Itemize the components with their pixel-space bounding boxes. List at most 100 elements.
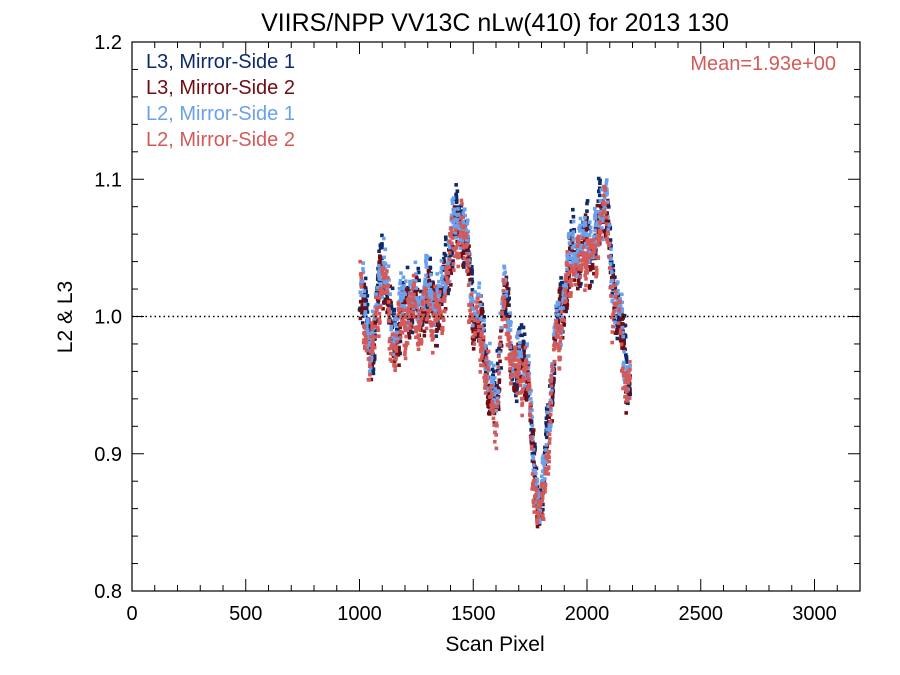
data-point xyxy=(403,279,408,283)
data-point xyxy=(396,302,401,307)
data-point xyxy=(592,271,596,276)
data-point xyxy=(469,315,473,320)
data-point xyxy=(424,300,429,304)
data-point xyxy=(544,443,549,447)
data-point xyxy=(417,278,421,283)
data-point xyxy=(544,455,548,459)
data-point xyxy=(467,266,472,270)
data-point xyxy=(426,294,431,299)
data-point xyxy=(578,274,582,279)
data-point xyxy=(620,307,624,311)
data-point xyxy=(377,296,382,300)
data-point xyxy=(419,295,424,300)
data-point xyxy=(481,335,486,340)
data-point xyxy=(452,268,456,272)
data-point xyxy=(583,265,588,270)
data-point xyxy=(549,373,554,378)
data-point xyxy=(405,265,410,270)
data-point xyxy=(431,282,436,286)
data-point xyxy=(547,437,552,441)
data-point xyxy=(589,238,594,242)
data-point xyxy=(580,262,585,267)
data-point xyxy=(465,269,469,273)
data-point xyxy=(546,404,551,409)
data-point xyxy=(370,348,375,352)
data-point xyxy=(569,219,574,224)
data-point xyxy=(527,387,532,391)
data-point xyxy=(590,245,595,249)
data-point xyxy=(592,266,596,270)
data-point xyxy=(364,327,369,332)
chart-title: VIIRS/NPP VV13C nLw(410) for 2013 130 xyxy=(261,9,729,37)
data-point xyxy=(573,269,578,274)
data-point xyxy=(573,256,577,260)
data-point xyxy=(529,444,534,449)
data-point xyxy=(621,334,626,339)
data-point xyxy=(566,276,571,280)
data-point xyxy=(504,284,509,289)
data-point xyxy=(530,472,535,476)
data-point xyxy=(578,258,583,263)
data-point xyxy=(560,335,565,340)
data-point xyxy=(394,330,399,335)
data-point xyxy=(505,342,510,347)
data-point xyxy=(378,320,382,325)
data-point xyxy=(558,294,563,299)
data-point xyxy=(427,279,431,284)
data-point xyxy=(374,295,379,300)
data-point xyxy=(428,307,433,312)
data-point xyxy=(443,285,448,289)
data-point xyxy=(518,326,522,330)
data-point xyxy=(513,365,518,369)
data-point xyxy=(565,306,569,310)
y-tick-label: 1.1 xyxy=(94,169,122,191)
data-point xyxy=(596,233,601,238)
data-point xyxy=(416,333,420,337)
data-point xyxy=(372,357,377,361)
data-point xyxy=(364,335,368,340)
data-point xyxy=(395,353,400,357)
data-point xyxy=(502,266,507,270)
data-point xyxy=(618,296,622,301)
data-point xyxy=(526,374,531,379)
data-point xyxy=(444,271,449,276)
data-point xyxy=(589,229,593,234)
data-point xyxy=(368,360,372,364)
data-point xyxy=(620,300,624,305)
data-point xyxy=(454,200,459,205)
data-point xyxy=(402,319,406,324)
data-point xyxy=(479,363,484,368)
data-point xyxy=(361,300,366,304)
data-point xyxy=(602,193,606,198)
data-point xyxy=(514,373,519,378)
data-point xyxy=(550,362,554,366)
data-point xyxy=(615,328,619,332)
data-point xyxy=(520,390,525,395)
data-point xyxy=(610,278,615,283)
data-point xyxy=(566,272,571,276)
data-point xyxy=(449,271,453,276)
data-point xyxy=(508,366,512,371)
data-point xyxy=(554,325,558,330)
data-point xyxy=(540,493,545,498)
data-point xyxy=(375,308,379,313)
data-point xyxy=(541,454,545,458)
data-point xyxy=(531,432,535,437)
data-point xyxy=(522,332,527,337)
data-point xyxy=(533,484,537,489)
data-point xyxy=(435,287,439,292)
data-point xyxy=(606,230,610,235)
data-point xyxy=(564,285,569,290)
data-point xyxy=(524,358,529,363)
data-point xyxy=(439,259,444,263)
data-point xyxy=(626,376,631,381)
data-point xyxy=(550,386,555,390)
data-point xyxy=(477,285,481,290)
data-point xyxy=(502,300,506,305)
data-point xyxy=(627,378,631,383)
data-point xyxy=(369,377,374,382)
data-point xyxy=(437,286,442,291)
data-point xyxy=(625,365,629,369)
data-point xyxy=(497,350,502,355)
data-point xyxy=(488,399,492,403)
